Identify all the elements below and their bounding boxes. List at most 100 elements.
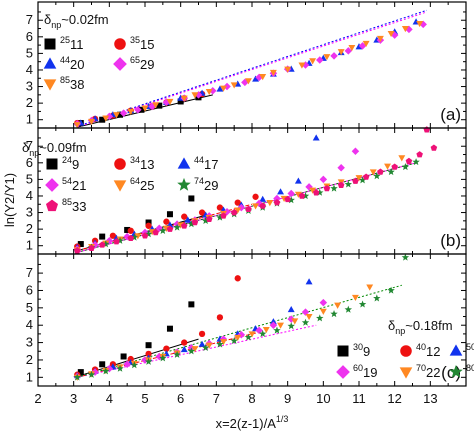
data-point [312,134,320,141]
legend-entry: 8533 [45,197,86,214]
x-tick-label: 13 [423,391,437,406]
legend-entry: 6019 [336,363,377,380]
data-point [269,318,277,325]
panel-c: 1234567(c)δnp~0.18fm30940125016601970228… [26,253,474,387]
data-point [358,176,367,184]
legend-label: 6019 [353,363,377,380]
data-point [163,218,170,225]
data-point [355,175,363,182]
x-tick-label: 11 [352,391,366,406]
data-point [141,232,149,239]
data-point [159,354,167,362]
legend-entry: 4417 [177,155,218,172]
data-point [416,151,423,158]
series-80-26 [73,253,410,381]
y-tick-label: 1 [26,238,33,253]
data-point [330,184,338,192]
data-point [298,62,306,69]
data-point [287,189,295,198]
data-point [412,158,420,166]
data-point [73,122,81,129]
y-tick-label: 1 [26,369,33,384]
data-point [305,278,313,285]
legend-label: 7429 [194,176,218,193]
data-point [305,313,313,321]
x-tick-label: 9 [284,391,291,406]
data-point [262,327,270,334]
series-34-13 [74,193,259,250]
data-point [362,40,370,48]
legend-label: 8538 [60,75,84,92]
data-point [116,236,124,244]
legend-label: 4012 [416,342,440,359]
data-point [337,49,345,56]
y-tick-label: 6 [26,282,33,297]
data-point [184,216,192,223]
y-tick-label: 4 [26,317,33,332]
data-point [159,226,167,234]
data-point [144,230,153,238]
legend-entry: 4420 [43,55,84,72]
data-point [102,367,110,375]
data-point [113,112,120,119]
data-point [234,275,241,282]
data-point [291,318,299,325]
data-point [344,180,353,188]
legend-marker [337,345,349,357]
legend-marker [177,177,191,191]
series-70-22 [73,284,374,381]
y-tick-label: 1 [26,112,33,127]
y-tick-label: 5 [26,300,33,315]
data-point [99,116,106,123]
data-point [141,105,149,112]
data-point [77,241,84,248]
legend-label: 8026 [466,363,474,380]
data-point [73,373,81,381]
panel-label: (a) [440,105,461,124]
legend-marker [113,180,127,192]
legend-marker [177,157,191,169]
data-point [344,47,353,55]
data-point [220,212,227,219]
data-point [312,189,320,196]
legend-label: 3413 [130,155,154,172]
data-point [259,202,266,209]
data-point [252,75,260,82]
legend-marker [113,57,127,71]
y-tick-label: 4 [26,62,33,77]
data-point [173,350,181,358]
data-point [191,219,199,226]
data-point [198,330,206,338]
data-point [123,360,131,369]
fit-line [77,11,427,128]
data-point [73,247,81,254]
data-point [173,223,181,231]
legend-label: 3515 [130,35,154,52]
data-point [248,331,256,338]
data-point [269,321,278,329]
delta-label: δnp~0.02fm [44,12,109,30]
data-point [377,168,384,175]
legend-entry: 6529 [113,55,154,72]
series-44-17 [73,134,320,250]
legend-marker [449,364,463,378]
data-point [273,326,281,334]
data-point [166,325,173,332]
legend-label: 4420 [60,55,84,72]
data-point [120,353,127,360]
data-point [230,336,238,344]
data-point [401,253,410,261]
y-tick-label: 5 [26,45,33,60]
data-point [109,232,117,239]
data-point [277,188,284,195]
data-point [216,213,224,221]
data-point [216,314,224,321]
data-point [337,181,345,188]
data-point [130,233,139,241]
data-point [77,369,84,376]
data-point [127,234,135,242]
x-tick-label: 2 [34,391,41,406]
data-point [245,205,252,213]
